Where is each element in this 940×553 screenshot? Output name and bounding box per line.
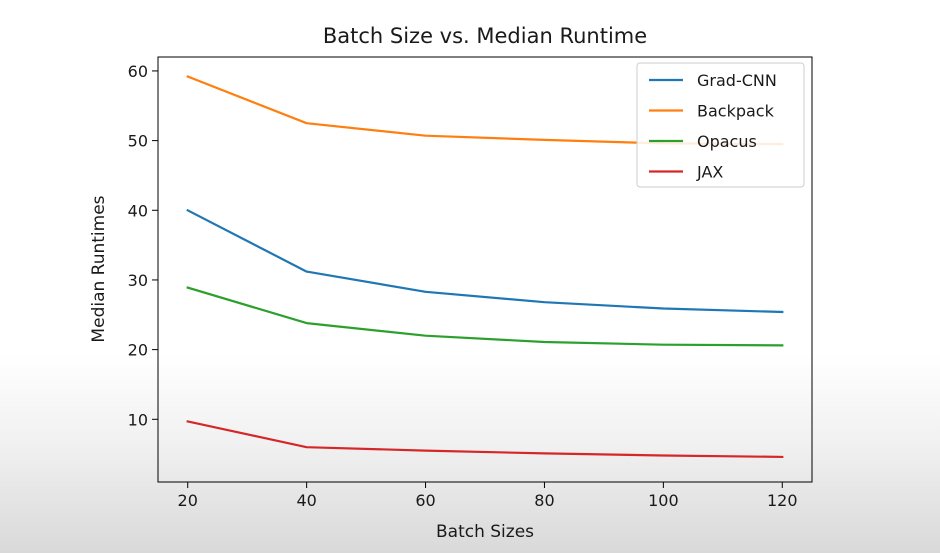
series-line-opacus <box>186 286 784 347</box>
y-tick-label: 20 <box>128 341 148 360</box>
y-tick-label: 30 <box>128 271 148 290</box>
x-tick-label: 120 <box>767 491 798 510</box>
chart-title: Batch Size vs. Median Runtime <box>323 24 647 48</box>
legend-label-opacus: Opacus <box>697 132 757 151</box>
y-tick-label: 60 <box>128 62 148 81</box>
x-tick-label: 60 <box>415 491 435 510</box>
legend-box <box>636 62 805 188</box>
y-tick-label: 50 <box>128 132 148 151</box>
y-tick-label: 10 <box>128 410 148 429</box>
series-line-grad-cnn <box>186 208 784 314</box>
legend-label-backpack: Backpack <box>697 102 775 121</box>
legend-label-grad-cnn: Grad-CNN <box>697 71 777 90</box>
y-tick-label: 40 <box>128 201 148 220</box>
x-tick-label: 80 <box>534 491 554 510</box>
x-axis-label: Batch Sizes <box>436 522 534 542</box>
legend: Grad-CNN Backpack Opacus JAX <box>636 62 805 188</box>
x-tick-label: 20 <box>178 491 198 510</box>
y-axis: 10 20 30 40 50 60 <box>128 62 158 429</box>
legend-label-jax: JAX <box>696 163 723 182</box>
x-tick-label: 100 <box>648 491 679 510</box>
x-tick-label: 40 <box>296 491 316 510</box>
series-line-jax <box>186 420 784 459</box>
plot-frame <box>157 56 813 483</box>
y-axis-label: Median Runtimes <box>89 195 109 342</box>
x-axis: 20 40 60 80 100 120 <box>178 482 798 510</box>
